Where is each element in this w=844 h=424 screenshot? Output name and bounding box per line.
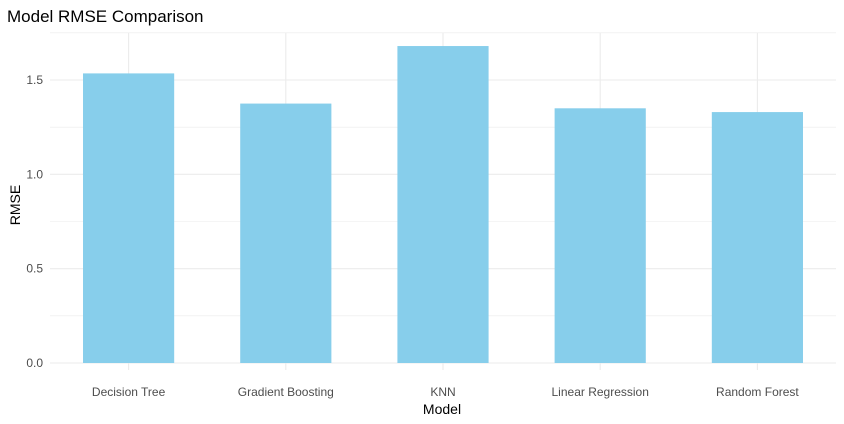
bar [83, 73, 175, 363]
bar [397, 46, 489, 363]
x-tick-label: Decision Tree [92, 385, 166, 399]
x-tick-label: KNN [430, 385, 455, 399]
x-tick-label: Linear Regression [552, 385, 649, 399]
bar [554, 108, 646, 363]
bar [240, 103, 332, 363]
x-tick-label: Gradient Boosting [238, 385, 334, 399]
chart-title: Model RMSE Comparison [7, 7, 204, 26]
y-tick-label: 0.0 [26, 356, 43, 370]
y-tick-label: 1.5 [26, 73, 43, 87]
y-tick-label: 1.0 [26, 167, 43, 181]
y-tick-labels: 0.0 0.5 1.0 1.5 [26, 73, 43, 370]
bar-layer [83, 46, 803, 363]
x-tick-label: Random Forest [716, 385, 799, 399]
y-tick-label: 0.5 [26, 262, 43, 276]
x-axis-title: Model [423, 401, 461, 417]
y-axis-title: RMSE [7, 185, 23, 225]
bar [711, 112, 803, 363]
x-tick-labels: Decision Tree Gradient Boosting KNN Linear … [92, 385, 800, 399]
